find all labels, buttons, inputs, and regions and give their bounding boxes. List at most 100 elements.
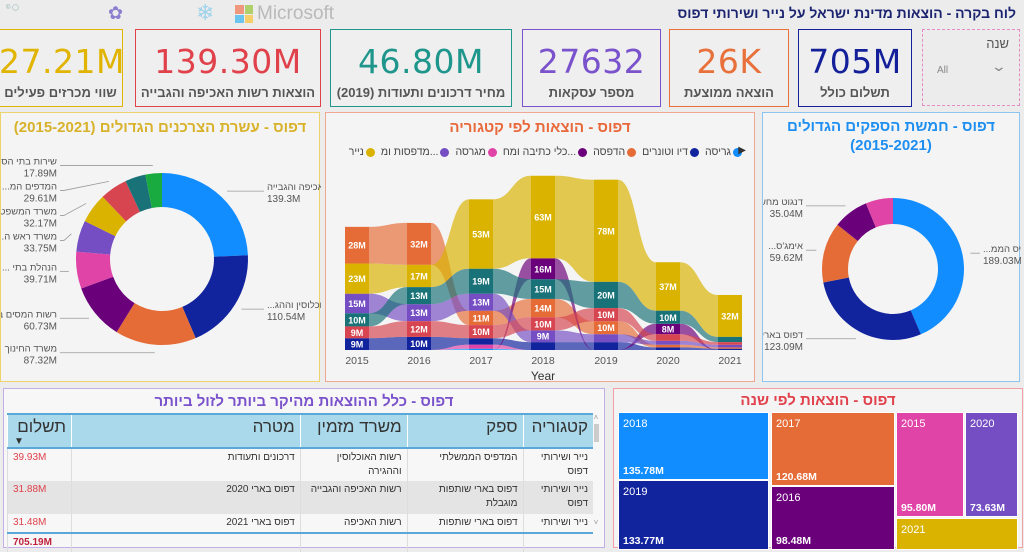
ribbon-column-segment[interactable] <box>469 268 493 294</box>
ribbon[interactable] <box>431 344 469 350</box>
donut-slice[interactable] <box>84 196 127 237</box>
ribbon[interactable] <box>369 321 407 339</box>
donut-slice[interactable] <box>162 173 248 257</box>
donut-slice[interactable] <box>81 276 135 333</box>
ribbon[interactable] <box>493 268 531 299</box>
table-row[interactable]: נייר ושירותי דפוס דפוס בארי שותפות מוגבל… <box>6 481 593 514</box>
ribbon-column-segment[interactable] <box>594 308 618 322</box>
column-header-supplier[interactable]: ספק <box>406 413 524 449</box>
ribbon[interactable] <box>431 293 469 322</box>
ribbon-column-segment[interactable] <box>531 258 555 280</box>
ribbon-column-segment[interactable] <box>718 294 742 337</box>
ribbon-column-segment[interactable] <box>469 348 493 350</box>
ribbon[interactable] <box>618 334 656 345</box>
ribbon-column-segment[interactable] <box>594 334 618 343</box>
ribbon-column-segment[interactable] <box>656 310 680 324</box>
ribbon[interactable] <box>680 347 718 350</box>
ribbon-column-segment[interactable] <box>469 293 493 311</box>
ribbon-column-segment[interactable] <box>345 338 369 350</box>
sort-descending-icon[interactable]: ▼ <box>14 436 24 447</box>
legend-item[interactable]: הדפסה <box>593 146 637 158</box>
donut-slice[interactable] <box>102 181 140 222</box>
ribbon[interactable] <box>431 199 469 288</box>
ribbon-column-segment[interactable] <box>594 321 618 335</box>
ribbon[interactable] <box>618 179 656 311</box>
treemap-cell[interactable]: 2015 95.80M <box>896 412 964 517</box>
legend-item[interactable]: ...מדפסות ומ <box>381 146 450 158</box>
ribbon-column-segment[interactable] <box>469 199 493 269</box>
scroll-down-icon[interactable]: ˅ <box>593 518 599 527</box>
table-row[interactable]: נייר ושירותי דפוס בארי שותפות רשות האכיפ… <box>6 514 593 533</box>
ribbon[interactable] <box>618 321 656 348</box>
legend-item[interactable]: ...כלי כתיבה ומח <box>503 146 588 158</box>
donut-slice[interactable] <box>76 251 114 289</box>
treemap-cell[interactable]: 2018 135.78M <box>618 412 769 480</box>
ribbon-column-segment[interactable] <box>469 344 493 349</box>
ribbon-column-segment[interactable] <box>345 326 369 339</box>
donut-slice[interactable] <box>116 303 196 345</box>
donut-slice[interactable] <box>837 203 876 241</box>
ribbon-column-segment[interactable] <box>469 310 493 326</box>
ribbon[interactable] <box>555 342 594 350</box>
legend-item[interactable]: דיו וטונרים <box>642 146 699 158</box>
ribbon[interactable] <box>555 308 594 331</box>
donut-slice[interactable] <box>182 255 248 339</box>
ribbon-column-segment[interactable] <box>718 344 742 348</box>
ribbon-column-segment[interactable] <box>531 342 555 350</box>
donut-slice[interactable] <box>823 277 921 340</box>
donut-slice[interactable] <box>145 173 162 208</box>
slicer-value[interactable]: All <box>937 65 949 76</box>
ribbon-column-segment[interactable] <box>407 304 431 322</box>
ribbon-column-segment[interactable] <box>718 347 742 349</box>
donut-slice[interactable] <box>76 221 116 255</box>
column-header-ministry[interactable]: משרד מזמין <box>299 413 408 449</box>
ribbon[interactable] <box>369 336 407 350</box>
treemap-cell[interactable]: 2016 98.48M <box>771 486 895 550</box>
ribbon-column-segment[interactable] <box>469 325 493 339</box>
ribbon-column-segment[interactable] <box>718 342 742 345</box>
ribbon[interactable] <box>680 334 718 345</box>
ribbon[interactable] <box>555 330 594 343</box>
ribbon-column-segment[interactable] <box>531 317 555 331</box>
ribbon[interactable] <box>369 287 407 327</box>
ribbon-column-segment[interactable] <box>656 340 680 345</box>
ribbon-column-segment[interactable] <box>531 279 555 299</box>
ribbon-column-segment[interactable] <box>345 313 369 327</box>
ribbon[interactable] <box>680 262 718 337</box>
donut-slice[interactable] <box>865 198 893 228</box>
column-header-category[interactable]: קטגוריה <box>522 413 593 449</box>
ribbon-column-segment[interactable] <box>656 262 680 311</box>
treemap-cell[interactable]: 2019 133.77M <box>618 480 769 550</box>
legend-item[interactable]: גריסה <box>705 146 742 158</box>
ribbon-column-segment[interactable] <box>531 330 555 343</box>
ribbon-column-segment[interactable] <box>407 321 431 337</box>
ribbon-column-segment[interactable] <box>531 298 555 318</box>
ribbon[interactable] <box>618 323 656 350</box>
ribbon[interactable] <box>680 340 718 348</box>
ribbon[interactable] <box>369 263 407 294</box>
year-slicer[interactable]: שנה All ⌄ <box>922 29 1020 106</box>
ribbon-column-segment[interactable] <box>594 179 618 282</box>
table-scrollbar[interactable]: ˄ ˅ <box>591 413 601 533</box>
ribbon[interactable] <box>618 281 656 324</box>
ribbon-column-segment[interactable] <box>656 344 680 348</box>
ribbon-column-segment[interactable] <box>594 342 618 350</box>
column-header-purpose[interactable]: מטרה <box>71 413 301 449</box>
ribbon[interactable] <box>618 308 656 341</box>
treemap-cell[interactable]: 2020 73.63M <box>965 412 1018 517</box>
donut-slice[interactable] <box>893 198 964 335</box>
chevron-down-icon[interactable]: ⌄ <box>990 58 1008 74</box>
ribbon-column-segment[interactable] <box>718 348 742 350</box>
table-row[interactable]: נייר ושירותי דפוס המדפיס הממשלתי רשות הא… <box>6 448 593 481</box>
ribbon[interactable] <box>369 222 407 265</box>
ribbon-column-segment[interactable] <box>407 287 431 305</box>
ribbon[interactable] <box>555 279 594 309</box>
donut-slice[interactable] <box>125 174 152 212</box>
ribbon-column-segment[interactable] <box>656 347 680 350</box>
ribbon-column-segment[interactable] <box>407 264 431 288</box>
scroll-thumb[interactable] <box>593 424 599 442</box>
ribbon[interactable] <box>431 336 469 350</box>
ribbon[interactable] <box>493 317 531 339</box>
treemap-cell[interactable]: 2017 120.68M <box>771 412 895 486</box>
ribbon-column-segment[interactable] <box>407 222 431 265</box>
